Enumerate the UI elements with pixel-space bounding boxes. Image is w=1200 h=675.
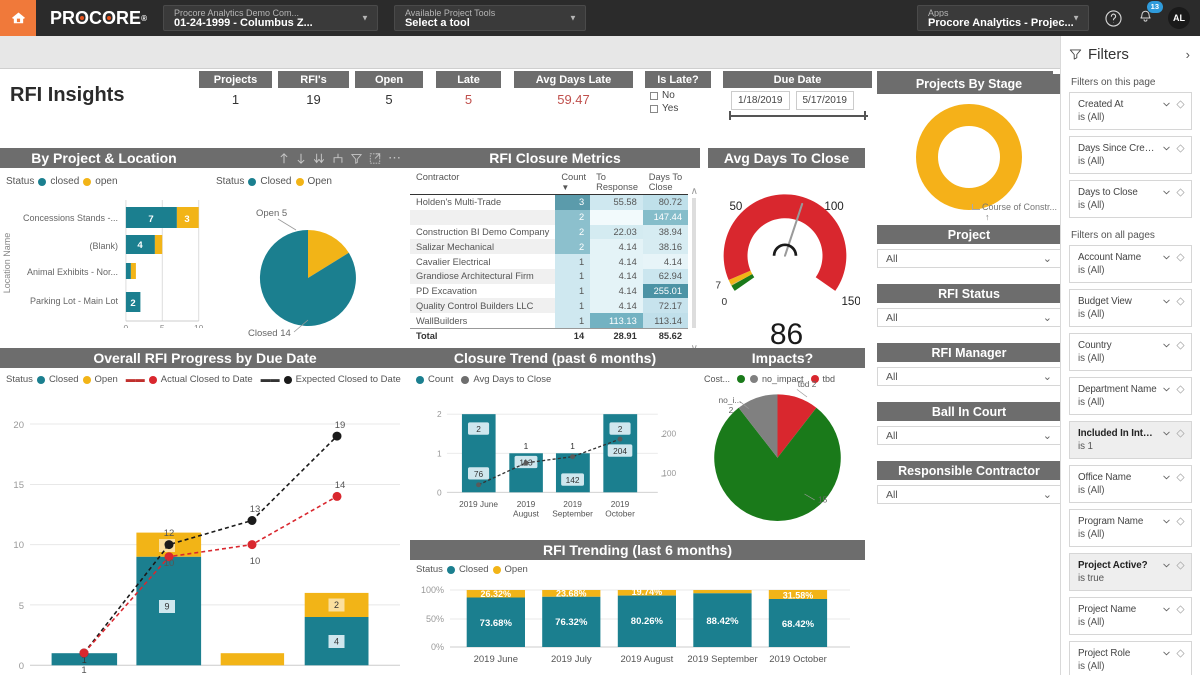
svg-text:10: 10 [164,558,175,569]
svg-text:14: 14 [335,480,346,491]
svg-text:2: 2 [729,405,734,415]
svg-text:Parking Lot - Main Lot: Parking Lot - Main Lot [30,296,119,306]
svg-text:100: 100 [824,201,843,213]
svg-text:3: 3 [184,214,189,225]
svg-text:Open 5: Open 5 [256,208,287,219]
svg-text:2019 June: 2019 June [474,654,518,665]
svg-text:13: 13 [250,504,261,515]
svg-text:10: 10 [250,556,261,567]
svg-text:50: 50 [729,201,742,213]
svg-text:12: 12 [164,528,175,539]
svg-text:10: 10 [194,323,204,328]
svg-text:68.42%: 68.42% [782,619,815,630]
svg-text:0%: 0% [431,642,444,652]
svg-text:7: 7 [148,214,153,225]
svg-text:20: 20 [13,420,24,431]
svg-text:2: 2 [618,424,623,434]
svg-text:1: 1 [81,665,86,675]
svg-text:19.74%: 19.74% [632,587,663,597]
svg-text:2: 2 [130,298,135,309]
svg-text:2019: 2019 [611,499,630,509]
svg-text:19: 19 [335,420,346,431]
svg-text:Location Name: Location Name [2,233,12,294]
svg-text:26.32%: 26.32% [481,589,512,599]
svg-text:150: 150 [841,296,860,308]
svg-text:1: 1 [570,441,575,451]
svg-text:2019 June: 2019 June [459,499,498,509]
svg-text:76: 76 [474,469,484,479]
svg-text:200: 200 [662,428,676,438]
svg-text:4: 4 [334,637,339,647]
svg-text:9: 9 [164,602,169,612]
svg-text:October: October [605,508,635,518]
svg-text:2019 August: 2019 August [620,654,673,665]
svg-text:0: 0 [124,323,129,328]
svg-text:204: 204 [613,446,627,456]
svg-text:88.42%: 88.42% [706,616,739,627]
svg-text:2019: 2019 [563,499,582,509]
svg-text:23.68%: 23.68% [556,588,587,598]
svg-text:7: 7 [715,280,721,291]
svg-text:2019 October: 2019 October [769,654,827,665]
svg-text:1: 1 [437,449,442,459]
svg-text:15: 15 [818,494,828,504]
svg-text:5: 5 [19,601,24,612]
svg-text:0: 0 [437,487,442,497]
svg-text:73.68%: 73.68% [480,618,513,629]
svg-text:August: August [513,508,540,518]
svg-text:tbd 2: tbd 2 [798,379,817,389]
svg-text:September: September [552,508,593,518]
svg-text:100: 100 [662,468,676,478]
svg-text:76.32%: 76.32% [555,617,588,628]
svg-text:100%: 100% [421,585,444,595]
svg-text:15: 15 [13,480,24,491]
svg-text:Animal Exhibits - Nor...: Animal Exhibits - Nor... [27,267,118,277]
svg-text:2019: 2019 [517,499,536,509]
svg-text:2: 2 [437,409,442,419]
svg-text:no_i...: no_i... [718,395,741,405]
svg-text:2019 September: 2019 September [687,654,757,665]
svg-text:50%: 50% [426,614,444,624]
svg-text:0: 0 [721,297,727,308]
svg-text:5: 5 [160,323,165,328]
svg-text:10: 10 [13,540,24,551]
svg-text:31.58%: 31.58% [783,591,814,601]
svg-text:Concessions Stands -...: Concessions Stands -... [23,213,118,223]
svg-text:1: 1 [524,441,529,451]
svg-text:2: 2 [476,424,481,434]
svg-text:2019 July: 2019 July [551,654,592,665]
svg-text:142: 142 [566,475,580,485]
svg-text:80.26%: 80.26% [631,616,664,627]
svg-text:(Blank): (Blank) [89,241,118,251]
svg-text:2: 2 [334,600,339,610]
svg-text:Closed 14: Closed 14 [248,328,291,339]
svg-text:0: 0 [19,661,24,672]
svg-text:4: 4 [137,240,143,251]
